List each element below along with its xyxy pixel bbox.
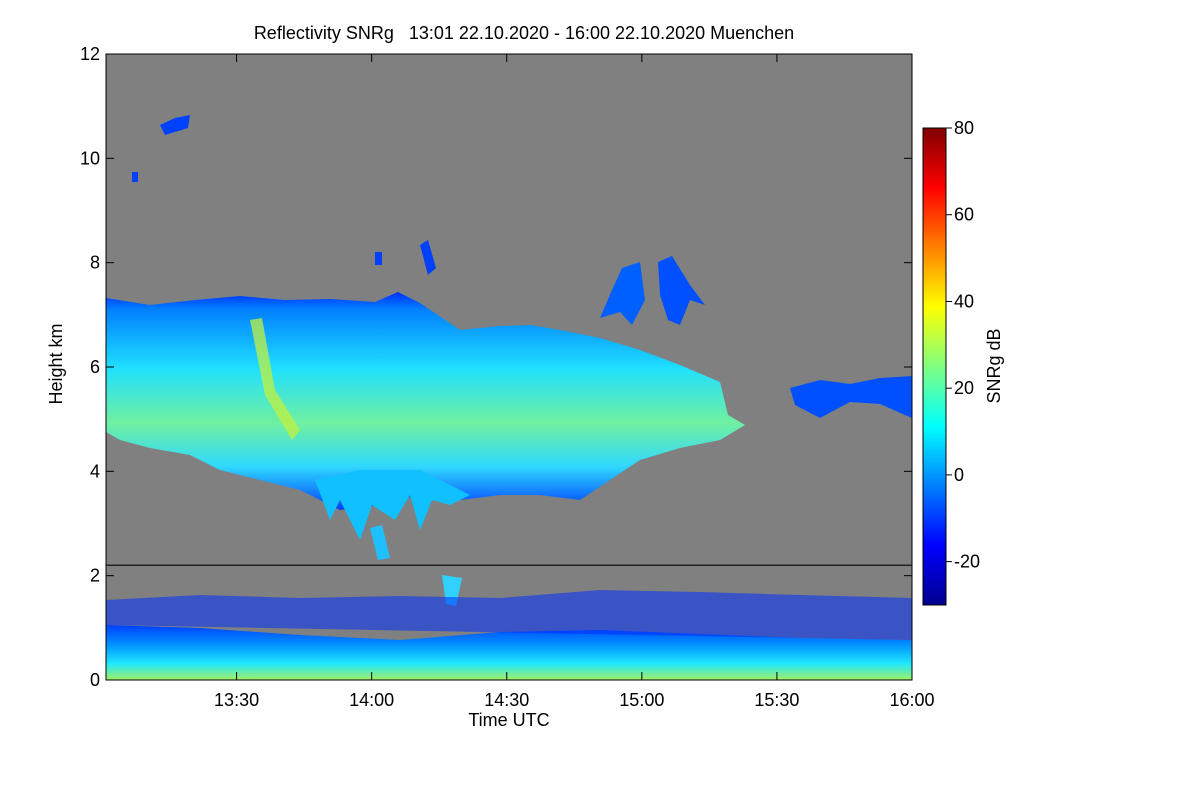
x-tick-label: 14:00 — [349, 690, 394, 710]
boundary-layer-echo — [106, 625, 912, 680]
x-tick-label: 14:30 — [484, 690, 529, 710]
boundary-layer-noise — [106, 590, 912, 640]
y-tick-label: 4 — [90, 461, 100, 481]
colorbar-tick-label: 0 — [954, 465, 964, 485]
y-axis-label: Height km — [46, 323, 66, 404]
echo-features — [106, 115, 912, 680]
x-tick-label: 16:00 — [889, 690, 934, 710]
y-tick-label: 0 — [90, 670, 100, 690]
fall-blob — [370, 525, 390, 560]
x-tick-label: 13:30 — [214, 690, 259, 710]
upper-fragment-1 — [600, 262, 645, 325]
colorbar-tick-label: 60 — [954, 205, 974, 225]
later-cloud-patch — [790, 376, 912, 418]
colorbar-tick-label: -20 — [954, 552, 980, 572]
y-tick-label: 6 — [90, 357, 100, 377]
colorbar — [922, 127, 947, 606]
y-tick-label: 8 — [90, 253, 100, 273]
y-axis: 0 2 4 6 8 10 12 — [80, 44, 912, 690]
x-tick-label: 15:30 — [754, 690, 799, 710]
colorbar-tick-label: 40 — [954, 291, 974, 311]
colorbar-tick-label: 80 — [954, 118, 974, 138]
small-fragment-3 — [375, 252, 382, 265]
colorbar-tick-label: 20 — [954, 378, 974, 398]
strong-core-streak — [250, 318, 300, 440]
small-fragment-1 — [160, 115, 190, 135]
small-fragment-2 — [132, 172, 138, 182]
chart-title: Reflectivity SNRg 13:01 22.10.2020 - 16:… — [254, 23, 794, 43]
colorbar-axis: -20 0 20 40 60 80 — [946, 118, 980, 572]
x-axis-label: Time UTC — [468, 710, 549, 730]
x-tick-label: 15:00 — [619, 690, 664, 710]
upper-fragment-2 — [658, 256, 705, 325]
x-axis: 13:30 14:00 14:30 15:00 15:30 16:00 — [214, 54, 935, 710]
y-tick-label: 10 — [80, 148, 100, 168]
y-tick-label: 12 — [80, 44, 100, 64]
colorbar-label: SNRg dB — [984, 328, 1004, 403]
fall-streaks — [315, 470, 470, 540]
y-tick-label: 2 — [90, 566, 100, 586]
upper-fragment-3 — [420, 240, 436, 275]
